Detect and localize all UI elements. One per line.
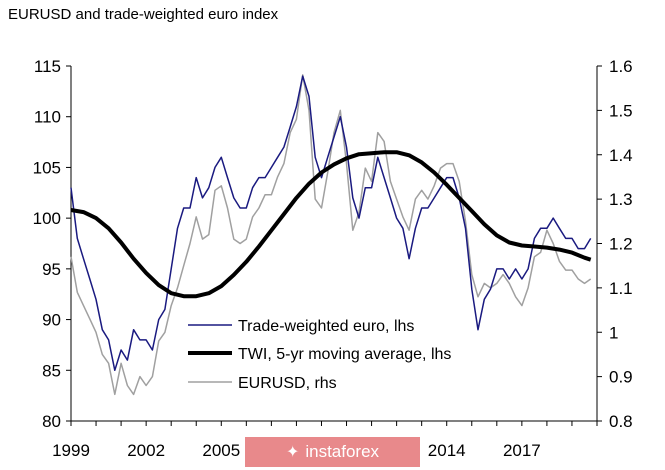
series-line-1	[70, 150, 592, 299]
right-tick-label: 1.3	[609, 190, 633, 209]
right-tick-label: 1.1	[609, 279, 633, 298]
right-tick-label: 1	[609, 323, 618, 342]
left-tick-label: 80	[42, 412, 61, 431]
left-tick-label: 90	[42, 311, 61, 330]
right-tick-label: 1.4	[609, 146, 633, 165]
right-tick-label: 0.9	[609, 368, 633, 387]
axes: 80 85 90 95 100 105 110 115 0.8 0.9 1 1.1 1.2 1.3 1.4 1…	[33, 57, 633, 460]
instaforex-logo-icon: ✦	[285, 444, 300, 461]
x-tick-label: 2005	[202, 441, 240, 460]
legend: Trade-weighted euro, lhs TWI, 5-yr moving…	[188, 318, 451, 392]
chart-title: EURUSD and trade-weighted euro index	[8, 6, 279, 23]
right-tick-label: 1.6	[609, 57, 633, 76]
x-tick-label: 2014	[428, 441, 466, 460]
left-tick-label: 100	[33, 209, 61, 228]
series-line-0	[70, 75, 592, 372]
watermark-text: instaforex	[305, 442, 380, 461]
x-tick-label: 2002	[127, 441, 165, 460]
x-tick-label: 2017	[503, 441, 541, 460]
watermark-badge: ✦ instaforex	[245, 437, 420, 467]
x-tick-label: 1999	[52, 441, 90, 460]
right-tick-label: 1.5	[609, 101, 633, 120]
legend-label-2: EURUSD, rhs	[238, 375, 337, 392]
right-tick-label: 0.8	[609, 412, 633, 431]
left-tick-label: 115	[34, 57, 61, 76]
left-tick-label: 85	[42, 361, 61, 380]
left-tick-label: 105	[33, 158, 61, 177]
left-tick-label: 110	[34, 108, 61, 127]
right-tick-label: 1.2	[609, 235, 633, 254]
legend-label-1: TWI, 5-yr moving average, lhs	[238, 346, 451, 363]
legend-label-0: Trade-weighted euro, lhs	[238, 318, 414, 335]
left-tick-label: 95	[42, 260, 61, 279]
series-line-2	[70, 74, 592, 396]
series-lines	[70, 74, 592, 396]
